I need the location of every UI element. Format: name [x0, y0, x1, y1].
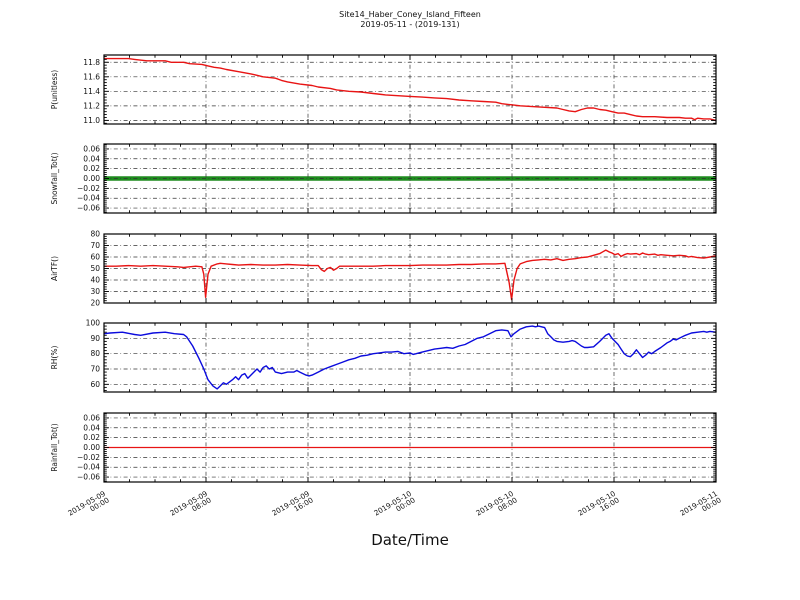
y-axis-title: RH(%) [50, 346, 59, 370]
y-tick-label: 11.6 [83, 72, 100, 81]
tick-marks [103, 55, 717, 124]
y-tick-label: 20 [90, 299, 100, 308]
figure-title-block: Site14_Haber_Coney_Island_Fifteen 2019-0… [104, 10, 716, 30]
y-tick-label: 11.8 [83, 58, 100, 67]
series-line [103, 325, 717, 390]
tick-marks [103, 413, 717, 482]
y-axis-title: P(unitless) [50, 70, 59, 109]
series-line [104, 249, 717, 301]
y-tick-label: 11.4 [83, 87, 100, 96]
y-tick-labels: 11.0 11.2 11.4 11.6 11.8 [83, 58, 100, 125]
y-tick-label: 90 [90, 334, 100, 343]
x-tick-label: 2019-05-0908:00 [168, 489, 213, 524]
y-tick-labels: 20 30 40 50 60 70 80 [90, 230, 100, 308]
y-tick-label: −0.02 [77, 453, 100, 462]
series-line [104, 57, 717, 122]
y-tick-label: 60 [90, 380, 100, 389]
data-series [104, 249, 717, 301]
y-axis-title: Snowfall_Tot() [50, 152, 59, 204]
figure-subtitle: 2019-05-11 - (2019-131) [360, 20, 460, 29]
tick-marks [103, 233, 717, 304]
panel-rh: 60 70 80 90 100 RH(%) [50, 319, 717, 393]
panel-rainfall-tot: −0.06−0.04−0.020.000.020.040.06 Rainfall_… [50, 412, 717, 483]
panel-p-unitless: 11.0 11.2 11.4 11.6 11.8 P(unitless) [50, 54, 717, 125]
y-tick-label: 0.00 [83, 174, 100, 183]
tick-marks [103, 322, 717, 392]
x-tick-label: 2019-05-0916:00 [270, 489, 315, 524]
x-tick-labels: 2019-05-0900:00 2019-05-0908:00 2019-05-09… [66, 489, 723, 524]
y-tick-label: 0.04 [83, 154, 100, 163]
y-tick-label: −0.06 [77, 473, 100, 482]
y-tick-label: 0.02 [83, 433, 100, 442]
x-tick-label: 2019-05-1100:00 [678, 489, 723, 524]
x-tick-label: 2019-05-1016:00 [576, 489, 621, 524]
gridlines [103, 322, 717, 392]
y-tick-label: 0.04 [83, 423, 100, 432]
x-tick-label: 2019-05-0900:00 [66, 489, 111, 524]
tick-marks [103, 144, 717, 213]
y-tick-label: −0.04 [77, 194, 100, 203]
figure-title: Site14_Haber_Coney_Island_Fifteen [339, 10, 481, 19]
y-tick-label: 100 [86, 319, 101, 328]
y-tick-label: 0.06 [83, 144, 100, 153]
y-tick-label: 80 [90, 349, 100, 358]
data-series [104, 57, 717, 122]
x-axis-label: Date/Time [371, 531, 449, 549]
y-tick-label: 40 [90, 276, 100, 285]
y-axis-title: AirTF() [50, 256, 59, 281]
y-tick-label: 0.02 [83, 164, 100, 173]
y-axis-title: Rainfall_Tot() [50, 423, 59, 471]
panel-snowfall-tot: −0.06−0.04−0.020.000.020.040.06 Snowfall_… [50, 143, 717, 214]
y-tick-label: 60 [90, 253, 100, 262]
gridlines [103, 233, 717, 304]
y-tick-label: −0.06 [77, 204, 100, 213]
y-tick-labels: −0.06−0.04−0.020.000.020.040.06 [77, 413, 100, 481]
x-tick-label: 2019-05-1000:00 [372, 489, 417, 524]
y-tick-label: −0.02 [77, 184, 100, 193]
y-tick-labels: 60 70 80 90 100 [86, 319, 101, 389]
y-tick-label: 70 [90, 241, 100, 250]
y-tick-label: −0.04 [77, 463, 100, 472]
y-tick-label: 11.0 [83, 116, 100, 125]
y-tick-label: 30 [90, 287, 100, 296]
y-tick-label: 80 [90, 230, 100, 239]
panel-airtf: 20 30 40 50 60 70 80 AirTF() [50, 230, 717, 308]
y-tick-label: 50 [90, 264, 100, 273]
x-tick-label: 2019-05-1008:00 [474, 489, 519, 524]
data-series [103, 325, 717, 390]
y-tick-label: 0.06 [83, 413, 100, 422]
y-tick-label: 11.2 [83, 101, 100, 110]
y-tick-labels: −0.06−0.04−0.020.000.020.040.06 [77, 144, 100, 212]
y-tick-label: 0.00 [83, 443, 100, 452]
y-tick-label: 70 [90, 365, 100, 374]
gridlines [103, 144, 717, 213]
